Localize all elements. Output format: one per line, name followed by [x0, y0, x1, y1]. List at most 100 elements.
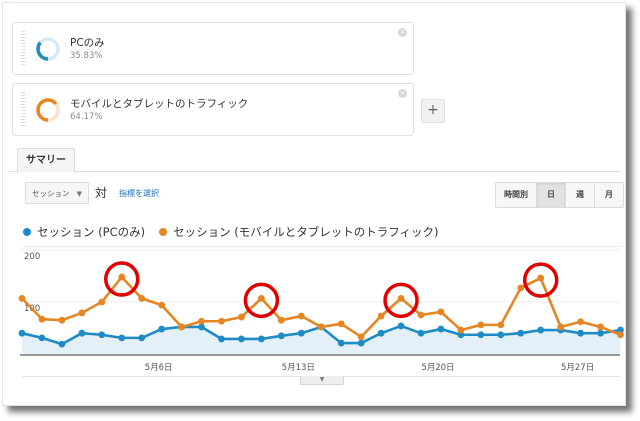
- data-point[interactable]: [297, 312, 305, 320]
- data-point[interactable]: [18, 294, 26, 302]
- data-point[interactable]: [537, 274, 545, 282]
- segment-card-mobile-tablet[interactable]: モバイルとタブレットのトラフィック 64.17% ×: [12, 83, 414, 136]
- data-point[interactable]: [158, 301, 166, 309]
- data-point[interactable]: [557, 323, 565, 331]
- segment-percent: 64.17%: [70, 112, 103, 122]
- legend-item-pc: セッション (PCのみ): [23, 224, 145, 240]
- data-point[interactable]: [277, 316, 285, 324]
- data-point[interactable]: [497, 331, 505, 339]
- data-point[interactable]: [497, 321, 505, 329]
- data-point[interactable]: [357, 339, 365, 347]
- metric-select-value: セッション: [32, 189, 70, 198]
- data-point[interactable]: [417, 329, 425, 337]
- data-point[interactable]: [277, 332, 285, 340]
- chart-top-divider: [23, 246, 623, 247]
- data-point[interactable]: [437, 308, 445, 316]
- data-point[interactable]: [218, 335, 225, 343]
- period-month-button[interactable]: 月: [594, 183, 623, 207]
- data-point[interactable]: [577, 318, 584, 326]
- data-point[interactable]: [38, 334, 46, 342]
- close-icon[interactable]: ×: [398, 89, 407, 98]
- segment-name: モバイルとタブレットのトラフィック: [70, 98, 249, 110]
- x-tick-label: 5月6日: [145, 363, 173, 373]
- legend-label: セッション (PCのみ): [37, 225, 146, 239]
- vs-label: 対: [95, 186, 108, 200]
- data-point[interactable]: [397, 322, 405, 330]
- legend-label: セッション (モバイルとタブレットのトラフィック): [173, 225, 439, 239]
- data-point[interactable]: [597, 329, 604, 337]
- data-point[interactable]: [258, 335, 265, 343]
- drag-handle-icon[interactable]: [21, 31, 25, 65]
- data-point[interactable]: [78, 329, 86, 337]
- x-tick-label: 5月27日: [561, 363, 594, 373]
- data-point[interactable]: [417, 311, 425, 319]
- data-point[interactable]: [517, 284, 525, 292]
- close-icon[interactable]: ×: [398, 28, 407, 37]
- select-metric-link[interactable]: 指標を選択: [119, 189, 159, 198]
- data-point[interactable]: [377, 329, 385, 337]
- add-segment-button[interactable]: +: [421, 99, 445, 123]
- legend-dot-icon: [159, 228, 168, 236]
- data-point[interactable]: [18, 329, 26, 337]
- data-point[interactable]: [457, 326, 465, 334]
- chevron-down-icon: ▼: [76, 190, 82, 198]
- data-point[interactable]: [118, 334, 126, 342]
- chevron-down-icon: ▼: [319, 376, 325, 383]
- data-point[interactable]: [597, 323, 604, 331]
- data-point[interactable]: [617, 331, 624, 339]
- x-tick-label: 5月13日: [282, 363, 315, 373]
- data-point[interactable]: [477, 321, 485, 329]
- annotation-circle: [522, 262, 559, 298]
- data-point[interactable]: [218, 317, 225, 325]
- segment-card-pc[interactable]: PCのみ 35.83% ×: [12, 22, 414, 75]
- tab-summary[interactable]: サマリー: [17, 148, 75, 173]
- series-area: [22, 325, 621, 354]
- donut-icon: [36, 37, 60, 61]
- data-point[interactable]: [58, 316, 66, 324]
- segment-name: PCのみ: [70, 37, 105, 49]
- data-point[interactable]: [198, 323, 205, 331]
- data-point[interactable]: [517, 329, 525, 337]
- data-point[interactable]: [577, 329, 584, 337]
- collapse-handle[interactable]: ▼: [300, 376, 344, 385]
- y-tick-label: 200: [24, 252, 40, 262]
- data-point[interactable]: [537, 326, 545, 334]
- data-point[interactable]: [138, 294, 146, 302]
- annotation-circle: [383, 282, 419, 319]
- data-point[interactable]: [617, 326, 624, 334]
- period-day-button[interactable]: 日: [536, 183, 565, 207]
- data-point[interactable]: [397, 294, 405, 302]
- data-point[interactable]: [258, 294, 265, 302]
- donut-icon: [36, 98, 60, 122]
- data-point[interactable]: [357, 333, 365, 341]
- x-tick-label: 5月20日: [421, 363, 454, 373]
- data-point[interactable]: [297, 329, 305, 337]
- data-point[interactable]: [138, 334, 146, 342]
- data-point[interactable]: [78, 309, 86, 317]
- data-point[interactable]: [38, 315, 46, 323]
- data-point[interactable]: [58, 340, 66, 348]
- data-point[interactable]: [178, 323, 186, 331]
- drag-handle-icon[interactable]: [21, 92, 25, 126]
- metric-select[interactable]: セッション ▼: [25, 182, 89, 204]
- data-point[interactable]: [158, 325, 166, 333]
- data-point[interactable]: [457, 331, 465, 339]
- data-point[interactable]: [377, 312, 385, 320]
- data-point[interactable]: [317, 323, 325, 331]
- data-point[interactable]: [238, 313, 245, 321]
- data-point[interactable]: [437, 325, 445, 333]
- period-toggle-group: 時間別 日 週 月: [495, 182, 624, 208]
- data-point[interactable]: [98, 298, 106, 306]
- period-week-button[interactable]: 週: [565, 183, 594, 207]
- data-point[interactable]: [477, 331, 485, 339]
- data-point[interactable]: [337, 320, 345, 328]
- data-point[interactable]: [198, 317, 205, 325]
- data-point[interactable]: [98, 331, 106, 339]
- legend-dot-icon: [23, 228, 31, 236]
- annotation-circle: [243, 282, 280, 319]
- period-hourly-button[interactable]: 時間別: [504, 190, 528, 199]
- data-point[interactable]: [238, 335, 245, 343]
- data-point[interactable]: [118, 273, 126, 281]
- data-point[interactable]: [337, 339, 345, 347]
